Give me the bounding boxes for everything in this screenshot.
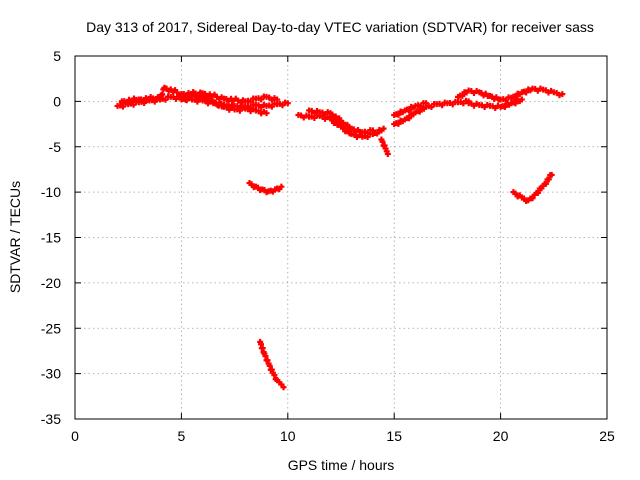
x-tick-label: 10: [280, 428, 296, 444]
data-points: [114, 84, 566, 391]
data-point: [374, 130, 381, 137]
data-point: [284, 100, 291, 107]
data-point: [545, 176, 552, 183]
x-tick-label: 20: [493, 428, 509, 444]
data-point: [278, 183, 285, 190]
y-tick-label: -35: [41, 411, 61, 427]
series-arc-j: [391, 100, 430, 118]
y-tick-label: -25: [41, 320, 61, 336]
data-point: [406, 115, 413, 122]
y-tick-label: -20: [41, 275, 61, 291]
series-arc-c: [178, 92, 270, 117]
data-point: [380, 125, 387, 132]
x-tick-label: 25: [599, 428, 615, 444]
series-arc-d: [246, 180, 285, 196]
chart-title: Day 313 of 2017, Sidereal Day-to-day VTE…: [86, 19, 594, 35]
series-arc-i: [391, 97, 472, 128]
data-point: [548, 171, 555, 178]
data-point: [501, 103, 508, 110]
data-point: [416, 108, 423, 115]
series-arc-f: [295, 111, 387, 141]
y-tick-label: -5: [49, 139, 62, 155]
series-arc-k: [455, 85, 566, 104]
series-arc-b: [118, 84, 281, 106]
data-point: [369, 127, 376, 134]
y-tick-label: -10: [41, 184, 61, 200]
y-tick-label: -30: [41, 366, 61, 382]
data-point: [406, 107, 413, 114]
series-arc-m: [510, 171, 555, 204]
axis-ticks: 0 5 10 15 20 25 5 0 -5 -10 -15 -20 -25 -30 -35: [41, 48, 615, 444]
data-point: [512, 100, 519, 107]
x-tick-label: 15: [386, 428, 402, 444]
data-point: [271, 372, 278, 379]
series-arc-e: [257, 338, 287, 391]
y-tick-label: 5: [53, 48, 61, 64]
data-point: [274, 96, 281, 103]
data-point: [263, 110, 270, 117]
x-tick-label: 5: [178, 428, 186, 444]
data-point: [423, 100, 430, 107]
data-point: [529, 195, 536, 202]
y-tick-label: 0: [53, 93, 61, 109]
data-point: [395, 111, 402, 118]
series-arc-g: [306, 107, 376, 136]
grid-lines: [75, 56, 607, 419]
x-axis-label: GPS time / hours: [288, 457, 395, 473]
x-tick-label: 0: [71, 428, 79, 444]
data-point: [535, 189, 542, 196]
data-point: [395, 120, 402, 127]
series-arc-l: [465, 96, 525, 111]
plot-frame: [74, 55, 608, 420]
data-point: [280, 384, 287, 391]
data-point: [559, 91, 566, 98]
data-point: [523, 89, 530, 96]
data-point: [459, 92, 466, 99]
y-tick-label: -15: [41, 230, 61, 246]
data-point: [384, 151, 391, 158]
data-point: [542, 180, 549, 187]
series-arc-h: [378, 136, 391, 158]
data-point: [182, 96, 189, 103]
y-axis-label: SDTVAR / TECUs: [7, 181, 23, 293]
data-point: [518, 96, 525, 103]
